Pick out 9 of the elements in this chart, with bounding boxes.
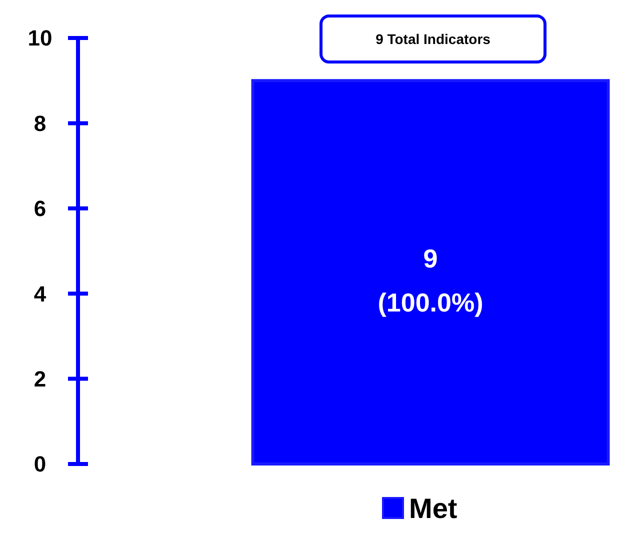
y-tick-label: 6 xyxy=(34,196,46,222)
legend-label: Met xyxy=(409,492,458,524)
y-tick-label: 8 xyxy=(34,110,46,136)
y-tick-label: 2 xyxy=(34,366,46,392)
data-label: 9 (100.0%) xyxy=(378,243,484,318)
y-tick-label: 10 xyxy=(28,26,52,51)
y-tick-label: 0 xyxy=(34,452,46,477)
chart-title: 9 Total Indicators xyxy=(376,30,491,47)
y-tick-label: 4 xyxy=(34,281,47,306)
